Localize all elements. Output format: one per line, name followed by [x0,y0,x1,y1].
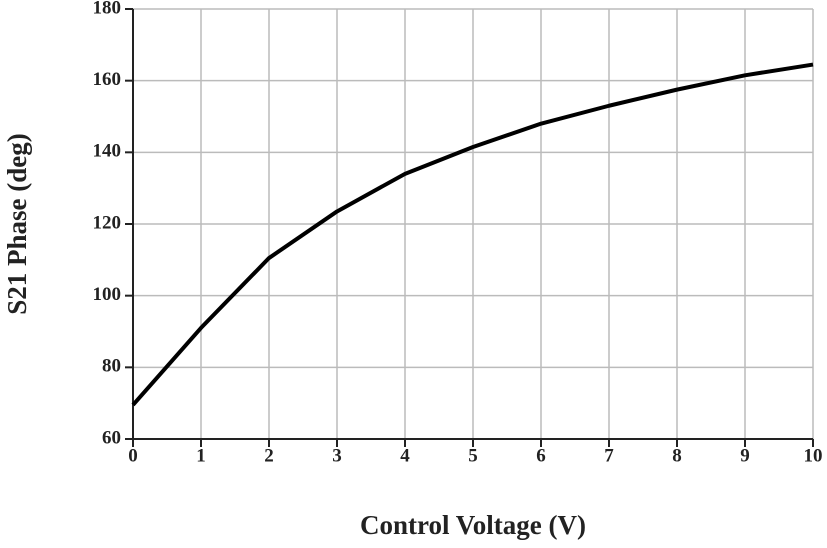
x-axis-title: Control Voltage (V) [360,510,586,540]
x-tick-label: 3 [332,445,342,466]
x-tick-label: 0 [128,445,138,466]
x-tick-label: 9 [740,445,750,466]
data-line [131,62,814,407]
x-tick-label: 1 [196,445,206,466]
y-tick-label: 140 [93,141,122,162]
x-tick-label: 8 [672,445,682,466]
x-tick-label: 5 [468,445,478,466]
y-tick-label: 160 [93,69,122,90]
y-tick-label: 80 [102,356,121,377]
x-tick-label: 2 [264,445,274,466]
x-tick-label: 7 [604,445,614,466]
x-tick-label: 6 [536,445,546,466]
y-tick-label: 180 [93,0,122,18]
y-tick-label: 100 [93,284,122,305]
x-tick-label: 10 [804,445,823,466]
y-axis-title: S21 Phase (deg) [2,133,32,315]
y-tick-label: 120 [93,212,122,233]
y-tick-label: 60 [102,427,121,448]
x-tick-label: 4 [400,445,410,466]
